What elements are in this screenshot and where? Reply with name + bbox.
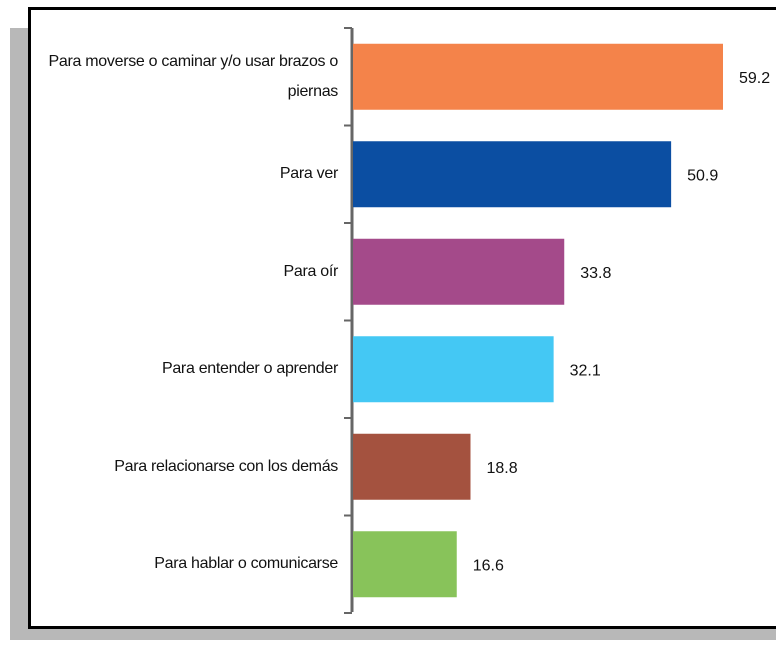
bar bbox=[353, 433, 471, 500]
value-label: 32.1 bbox=[570, 362, 601, 379]
value-label: 16.6 bbox=[473, 557, 504, 574]
value-label: 18.8 bbox=[487, 460, 518, 477]
value-label: 50.9 bbox=[687, 167, 718, 184]
bar bbox=[353, 141, 672, 208]
category-label: Para entender o aprender bbox=[161, 360, 338, 378]
value-label: 33.8 bbox=[580, 265, 611, 282]
bar bbox=[353, 238, 565, 305]
bar bbox=[353, 531, 457, 598]
category-label: Para moverse o caminar y/o usar brazos o… bbox=[48, 52, 339, 100]
bar bbox=[353, 336, 554, 403]
category-label: Para oír bbox=[283, 262, 338, 280]
category-label: Para ver bbox=[279, 165, 338, 183]
chart-frame bbox=[28, 7, 776, 629]
bar bbox=[353, 43, 723, 110]
category-label: Para hablar o comunicarse bbox=[154, 555, 338, 573]
category-label: Para relacionarse con los demás bbox=[114, 457, 338, 475]
value-label: 59.2 bbox=[739, 70, 770, 87]
